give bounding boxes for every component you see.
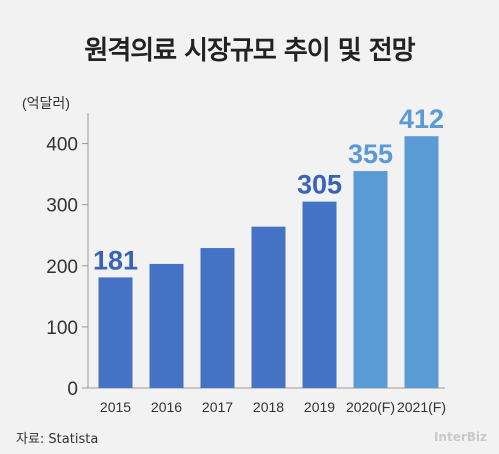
- y-axis-label: (억달러): [22, 95, 70, 111]
- bar-2016: [149, 263, 184, 388]
- y-tick-label: 300: [46, 196, 78, 217]
- y-axis-ticks: 0 100 200 300 400: [46, 135, 88, 400]
- x-tick-label: 2018: [253, 399, 284, 415]
- value-label-2021(F): 412: [399, 104, 444, 134]
- x-tick-label: 2015: [100, 399, 131, 415]
- value-label-2019: 305: [297, 170, 342, 200]
- y-tick-label: 200: [46, 257, 78, 278]
- bar-2021(F): [404, 136, 439, 388]
- x-tick-label: 2021(F): [397, 399, 446, 415]
- bars-group: [98, 136, 439, 388]
- chart-title: 원격의료 시장규모 추이 및 전망: [84, 36, 415, 66]
- watermark-logo: InterBiz: [433, 430, 487, 444]
- x-tick-label: 2019: [304, 399, 335, 415]
- source-note: 자료: Statista: [16, 432, 99, 447]
- y-tick-label: 0: [67, 379, 78, 400]
- y-tick-label: 400: [46, 135, 78, 156]
- bar-2015: [98, 277, 133, 388]
- x-tick-label: 2016: [151, 399, 182, 415]
- value-label-2020(F): 355: [348, 139, 393, 169]
- bar-2018: [251, 226, 286, 388]
- x-tick-label: 2020(F): [346, 399, 395, 415]
- value-label-2015: 181: [93, 245, 138, 275]
- bar-2020(F): [353, 171, 388, 388]
- x-axis-ticks: 2015 2016 2017 2018 2019 2020(F) 2021(F): [100, 399, 446, 415]
- x-tick-label: 2017: [202, 399, 233, 415]
- bar-2017: [200, 248, 235, 388]
- bar-2019: [302, 201, 337, 388]
- y-tick-label: 100: [46, 318, 78, 339]
